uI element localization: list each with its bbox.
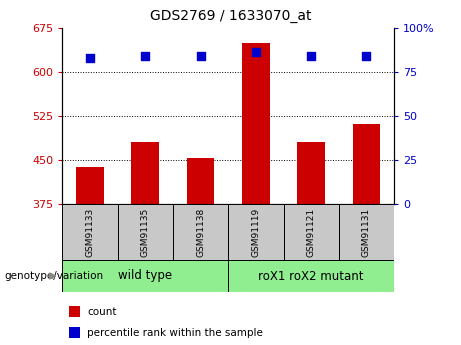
- Point: [197, 53, 204, 59]
- Bar: [228, 204, 284, 260]
- Bar: [62, 260, 228, 292]
- Text: percentile rank within the sample: percentile rank within the sample: [87, 328, 263, 338]
- Text: GSM91121: GSM91121: [307, 207, 316, 257]
- Text: genotype/variation: genotype/variation: [5, 271, 104, 281]
- Bar: [69, 306, 81, 317]
- Text: GSM91135: GSM91135: [141, 207, 150, 257]
- Text: GSM91131: GSM91131: [362, 207, 371, 257]
- Text: GDS2769 / 1633070_at: GDS2769 / 1633070_at: [150, 9, 311, 23]
- Text: GSM91133: GSM91133: [85, 207, 95, 257]
- Bar: [242, 43, 270, 345]
- Text: wild type: wild type: [118, 269, 172, 283]
- Point: [307, 53, 315, 59]
- Bar: [173, 204, 228, 260]
- Bar: [187, 158, 214, 345]
- Bar: [118, 204, 173, 260]
- Bar: [62, 204, 118, 260]
- Text: roX1 roX2 mutant: roX1 roX2 mutant: [259, 269, 364, 283]
- Bar: [131, 142, 159, 345]
- Text: GSM91119: GSM91119: [251, 207, 260, 257]
- Point: [86, 55, 94, 60]
- Bar: [76, 167, 104, 345]
- Bar: [339, 204, 394, 260]
- Bar: [297, 142, 325, 345]
- Text: GSM91138: GSM91138: [196, 207, 205, 257]
- Bar: [69, 327, 81, 338]
- Bar: [228, 260, 394, 292]
- Point: [142, 53, 149, 59]
- Text: count: count: [87, 307, 117, 317]
- Bar: [353, 125, 380, 345]
- Point: [252, 49, 260, 55]
- Point: [363, 53, 370, 59]
- Bar: [284, 204, 339, 260]
